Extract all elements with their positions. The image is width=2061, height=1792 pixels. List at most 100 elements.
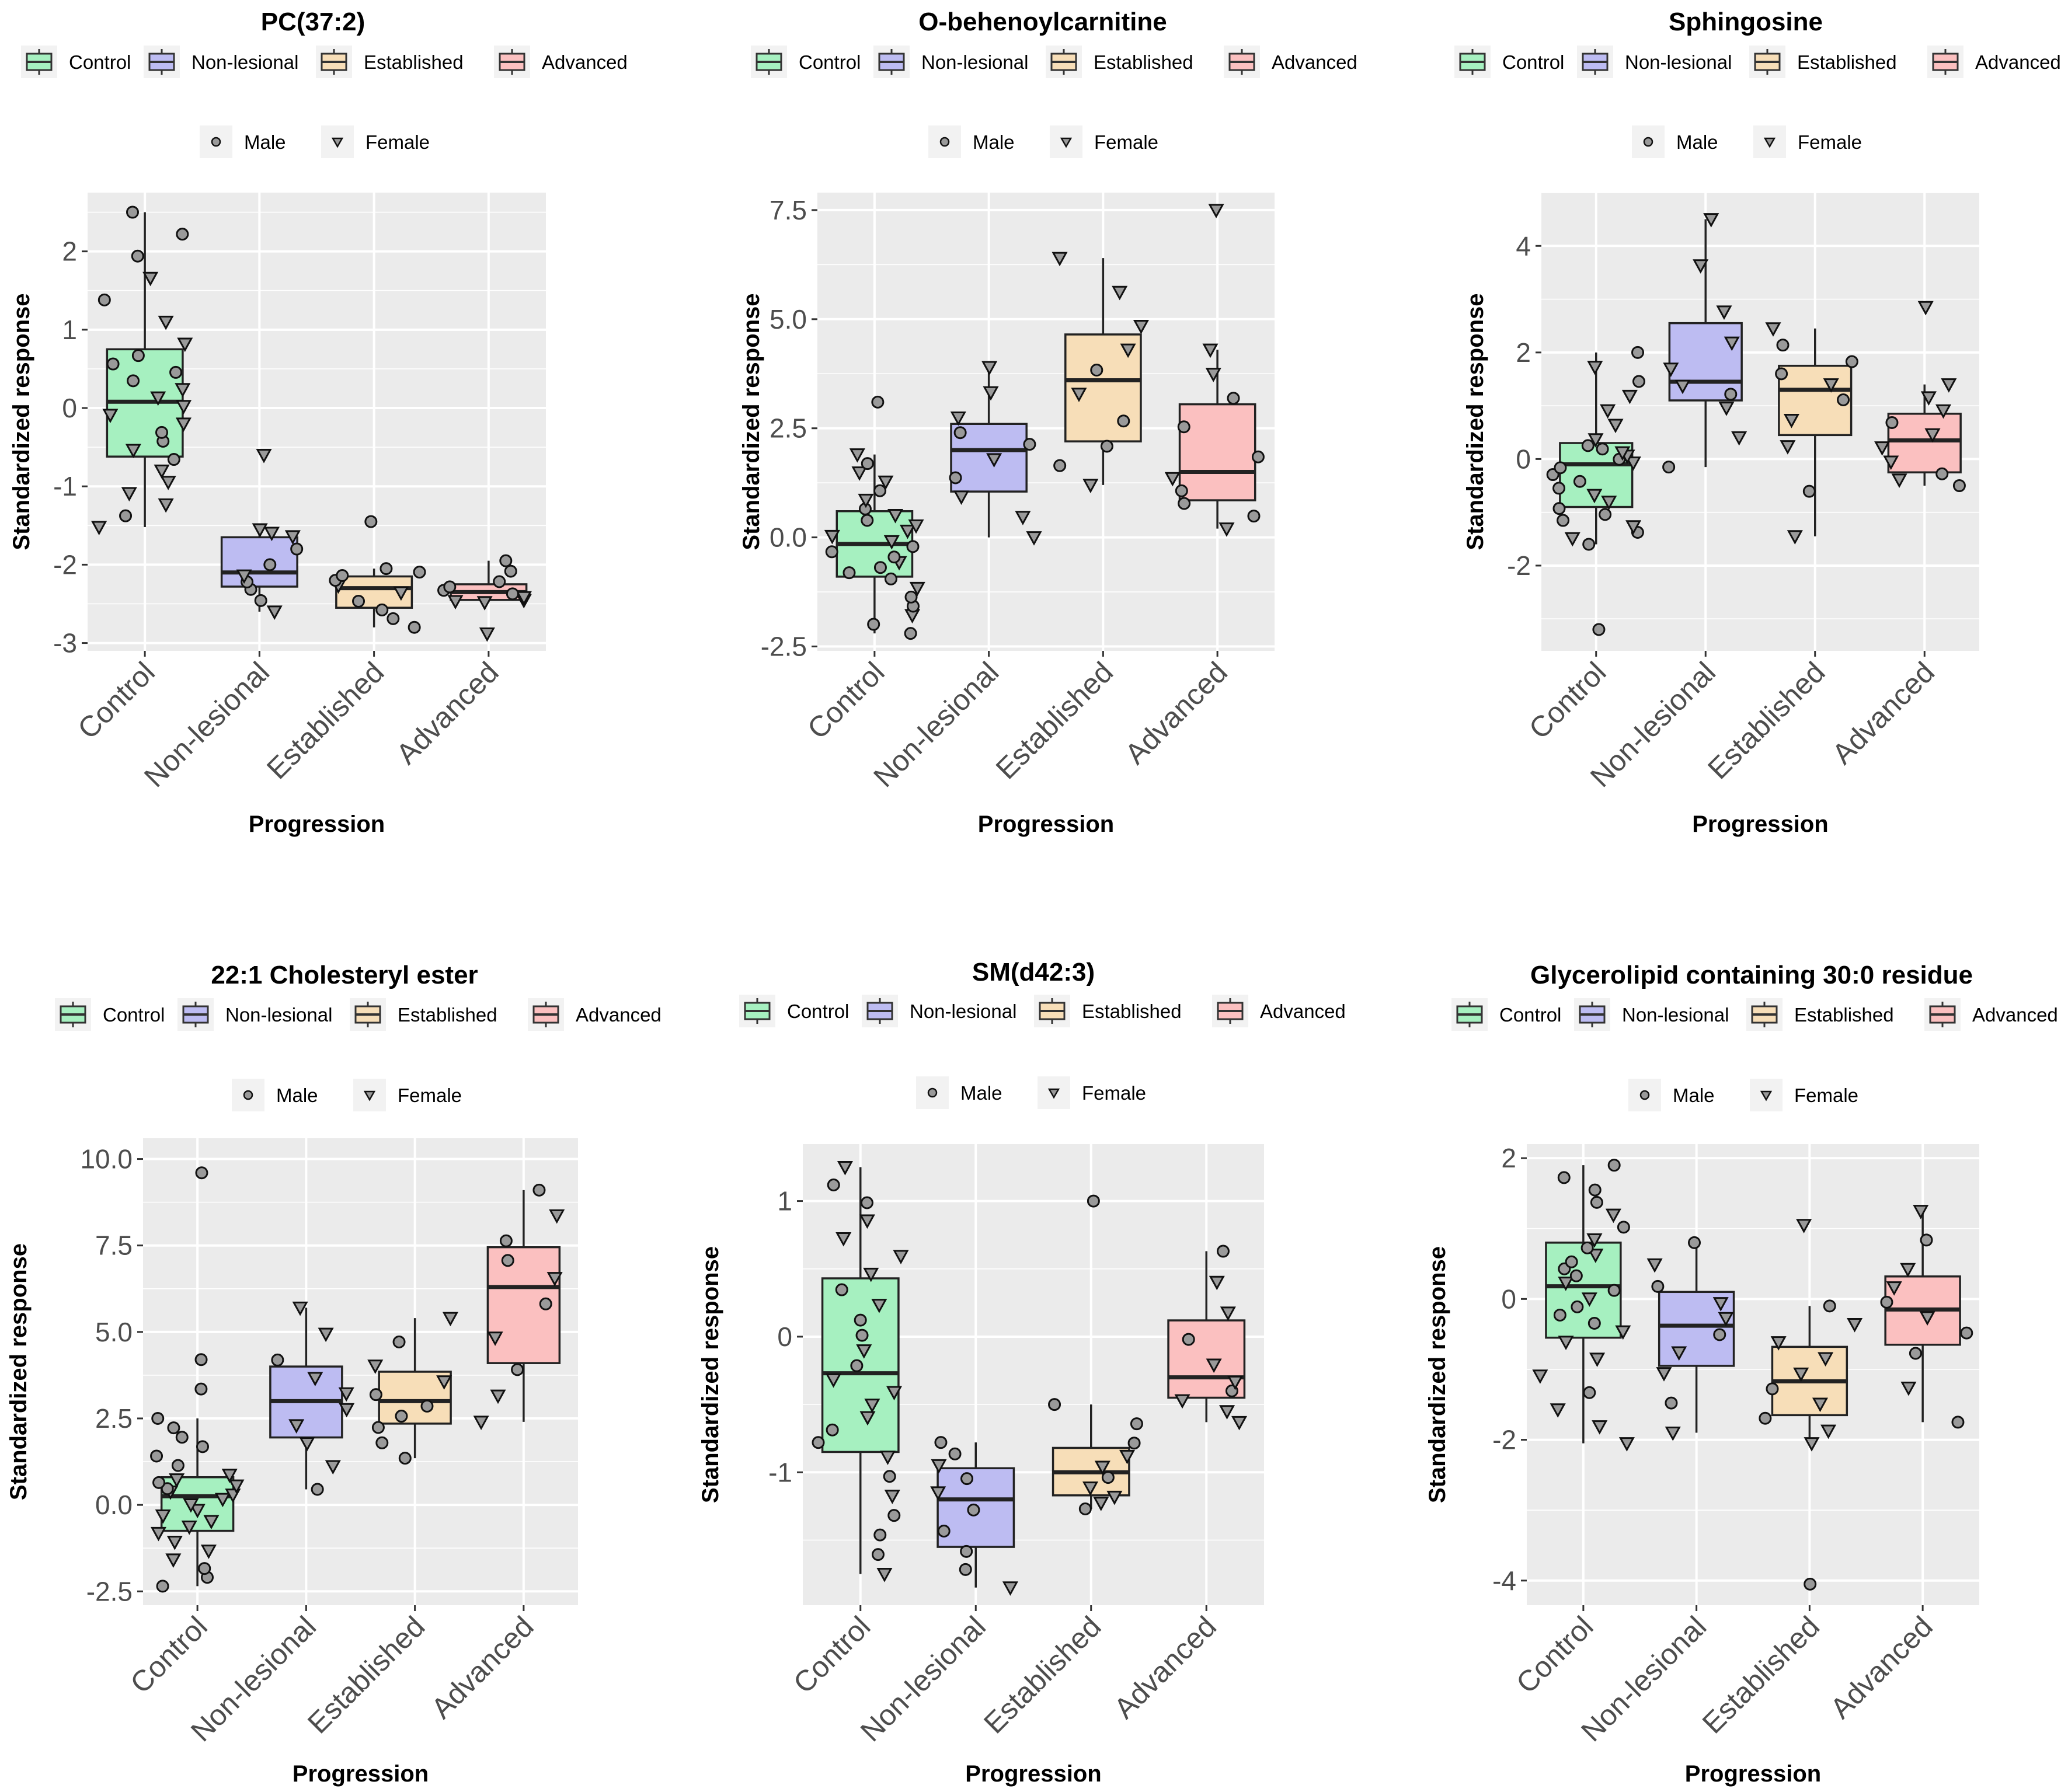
box-body: [378, 1371, 452, 1425]
data-point: [1614, 446, 1631, 461]
y-axis-title: Standardized response: [9, 293, 34, 550]
data-point: [263, 527, 280, 542]
data-point: [476, 596, 493, 611]
chart-title: SM(d42:3): [972, 958, 1095, 986]
data-point: [1558, 1336, 1574, 1351]
data-point: [150, 1449, 163, 1463]
data-point: [948, 1447, 962, 1460]
data-point: [183, 1498, 199, 1513]
y-axis-title: Standardized response: [6, 1243, 32, 1500]
data-point: [1130, 1417, 1143, 1431]
data-point: [1820, 1424, 1837, 1439]
data-point: [127, 374, 140, 388]
data-point: [867, 618, 880, 631]
data-point: [1586, 1233, 1603, 1248]
data-point: [1600, 404, 1616, 419]
legend-label: Established: [1082, 1000, 1182, 1022]
data-point: [873, 484, 887, 497]
y-tick-label: -2.5: [761, 632, 807, 662]
x-tick-label: Control: [1523, 656, 1613, 745]
data-point: [1117, 414, 1130, 428]
data-point: [1587, 1317, 1601, 1330]
data-point: [904, 590, 918, 604]
y-tick-label: 0: [1516, 444, 1531, 474]
data-point: [125, 444, 141, 459]
data-point: [981, 361, 998, 376]
data-point: [307, 1372, 323, 1386]
data-point: [1941, 378, 1957, 393]
data-point: [1818, 1352, 1834, 1367]
x-tick-label: Advanced: [425, 1610, 540, 1725]
data-point: [825, 1373, 842, 1388]
data-point: [1656, 1367, 1672, 1382]
data-point: [473, 1416, 489, 1431]
data-point: [155, 426, 168, 439]
data-point: [1618, 1437, 1635, 1452]
data-point: [539, 1297, 552, 1310]
x-tick-label: Advanced: [1108, 1610, 1223, 1725]
data-point: [1766, 1382, 1779, 1396]
data-point: [158, 315, 174, 330]
y-tick-label: 2.5: [770, 413, 807, 444]
data-point: [499, 554, 513, 567]
data-point: [1599, 508, 1612, 521]
data-point: [499, 1234, 513, 1247]
data-point: [1093, 1497, 1109, 1511]
female-triangle-icon: [1763, 137, 1776, 148]
data-point: [160, 476, 176, 490]
male-circle-icon: [1643, 137, 1653, 147]
data-point: [1900, 1381, 1917, 1396]
data-point: [292, 1301, 308, 1316]
data-point: [1607, 1159, 1621, 1172]
data-point: [175, 383, 191, 398]
data-point: [835, 1283, 848, 1296]
data-point: [167, 1421, 180, 1435]
y-axis-title: Standardized response: [1463, 293, 1488, 550]
data-point: [1554, 461, 1567, 475]
data-point: [1106, 1490, 1123, 1505]
data-point: [263, 558, 277, 571]
female-triangle-icon: [331, 137, 344, 148]
data-point: [339, 1403, 355, 1418]
legend-label: Male: [960, 1082, 1002, 1104]
chart-title: PC(37:2): [261, 8, 365, 36]
legend-label: Male: [244, 131, 286, 153]
data-point: [236, 569, 252, 584]
data-point: [1174, 1394, 1190, 1409]
x-tick-label: Established: [301, 1610, 431, 1739]
data-point: [1671, 1346, 1687, 1361]
data-point: [1776, 339, 1790, 352]
female-triangle-icon: [1760, 1090, 1773, 1101]
data-point: [266, 605, 283, 620]
data-point: [950, 411, 966, 426]
data-point: [1205, 368, 1221, 382]
legend-label: Control: [1502, 51, 1564, 73]
data-point: [200, 1545, 217, 1559]
data-point: [501, 1254, 514, 1267]
data-point: [1558, 1277, 1574, 1291]
outlier-point: [871, 395, 885, 409]
data-point: [1674, 379, 1691, 395]
outlier-point: [1208, 204, 1224, 219]
data-point: [1665, 1396, 1678, 1410]
y-tick-label: 4: [1516, 231, 1531, 261]
data-point: [443, 580, 457, 594]
data-point: [1202, 343, 1219, 358]
data-point: [861, 514, 874, 527]
data-point: [176, 228, 189, 241]
data-point: [859, 1214, 875, 1229]
data-point: [1178, 497, 1191, 510]
data-point: [864, 1399, 880, 1413]
data-point: [1880, 1295, 1893, 1309]
data-point: [1651, 1279, 1665, 1293]
y-tick-label: 7.5: [770, 195, 807, 225]
outlier-point: [1087, 1194, 1100, 1208]
data-point: [855, 1329, 869, 1342]
data-point: [1580, 1241, 1594, 1254]
male-circle-icon: [939, 137, 950, 147]
data-point: [1048, 1398, 1061, 1411]
data-point: [1216, 1244, 1230, 1258]
data-point: [102, 409, 119, 423]
data-point: [1586, 489, 1603, 504]
data-point: [1874, 441, 1891, 456]
